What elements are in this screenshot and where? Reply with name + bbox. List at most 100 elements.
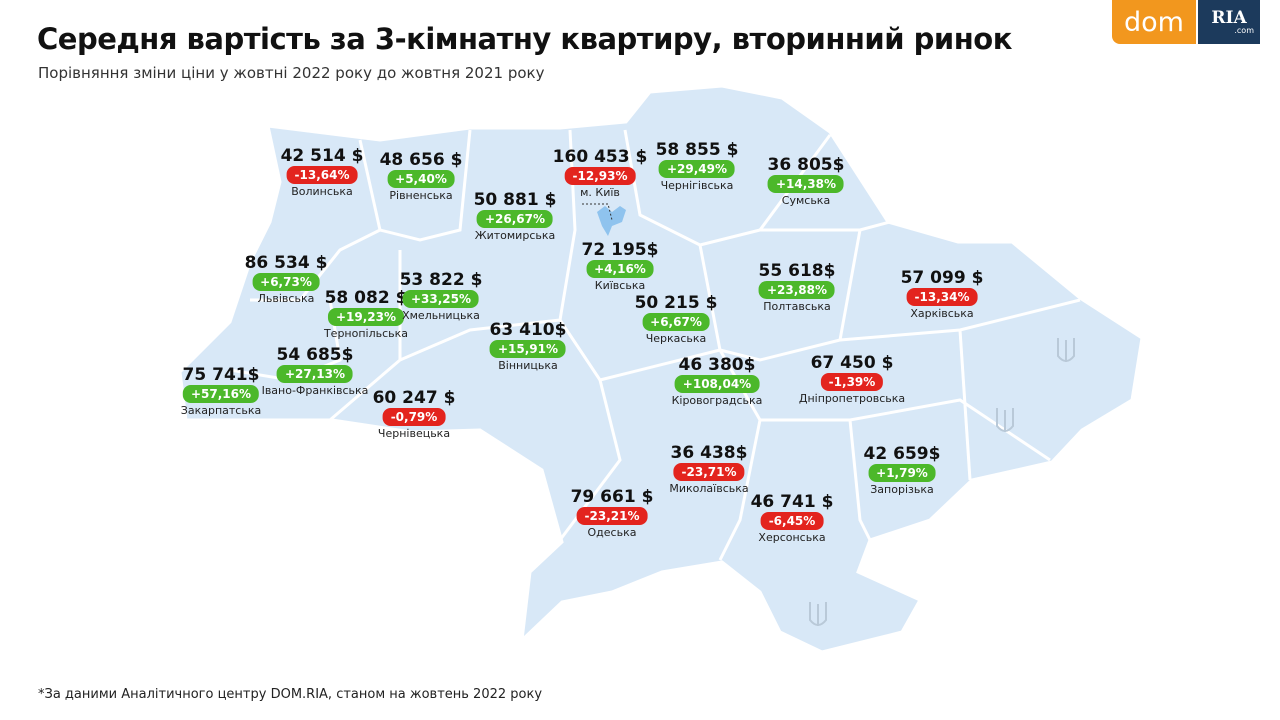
region-label: 50 881 $ +26,67% Житомирська bbox=[474, 190, 557, 243]
region-price: 75 741$ bbox=[182, 365, 260, 385]
region-change-badge: +14,38% bbox=[767, 175, 845, 193]
region-label: 36 438$ -23,71% Миколаївська bbox=[669, 443, 748, 496]
page-title: Середня вартість за 3-кімнатну квартиру,… bbox=[37, 22, 1012, 56]
region-name: Чернігівська bbox=[660, 179, 734, 192]
region-price: 63 410$ bbox=[489, 320, 567, 340]
trident-icon bbox=[809, 338, 1075, 626]
region-label: 46 741 $ -6,45% Херсонська bbox=[751, 492, 834, 545]
region-name: Черкаська bbox=[645, 332, 707, 345]
region-change-badge: +4,16% bbox=[586, 260, 654, 278]
region-change-badge: -6,45% bbox=[760, 512, 824, 530]
region-label: 86 534 $ +6,73% Львівська bbox=[245, 253, 328, 306]
region-change-badge: +108,04% bbox=[674, 375, 760, 393]
region-name: Запорізька bbox=[870, 483, 934, 496]
region-price: 86 534 $ bbox=[244, 253, 328, 273]
region-price: 42 659$ bbox=[863, 444, 941, 464]
region-price: 48 656 $ bbox=[379, 150, 463, 170]
region-price: 50 881 $ bbox=[473, 190, 557, 210]
region-price: 60 247 $ bbox=[372, 388, 456, 408]
region-label: 53 822 $ +33,25% Хмельницька bbox=[400, 270, 483, 323]
region-label: 160 453 $ -12,93% м. Київ bbox=[553, 147, 648, 200]
kyiv-leader-line bbox=[582, 203, 613, 221]
region-label: 79 661 $ -23,21% Одеська bbox=[571, 487, 654, 540]
region-price: 46 741 $ bbox=[750, 492, 834, 512]
region-change-badge: -12,93% bbox=[564, 167, 636, 185]
region-label: 42 514 $ -13,64% Волинська bbox=[281, 146, 364, 199]
region-price: 42 514 $ bbox=[280, 146, 364, 166]
region-change-badge: +33,25% bbox=[402, 290, 480, 308]
page-subtitle: Порівняння зміни ціни у жовтні 2022 року… bbox=[38, 64, 545, 82]
region-name: Івано-Франківська bbox=[261, 384, 369, 397]
region-price: 54 685$ bbox=[276, 345, 354, 365]
region-change-badge: +29,49% bbox=[658, 160, 736, 178]
region-change-badge: -13,64% bbox=[286, 166, 358, 184]
region-price: 57 099 $ bbox=[900, 268, 984, 288]
logo-ria-text: RIA bbox=[1211, 7, 1247, 28]
region-change-badge: +5,40% bbox=[387, 170, 455, 188]
footnote: *За даними Аналітичного центру DOM.RIA, … bbox=[38, 687, 543, 702]
region-label: 63 410$ +15,91% Вінницька bbox=[490, 320, 567, 373]
region-name: Одеська bbox=[587, 526, 637, 539]
region-price: 55 618$ bbox=[758, 261, 836, 281]
logo-dom: dom bbox=[1112, 0, 1196, 44]
region-name: Херсонська bbox=[758, 531, 826, 544]
region-label: 55 618$ +23,88% Полтавська bbox=[759, 261, 836, 314]
region-label: 46 380$ +108,04% Кіровоградська bbox=[672, 355, 763, 408]
region-price: 50 215 $ bbox=[634, 293, 718, 313]
region-name: Закарпатська bbox=[180, 404, 262, 417]
region-name: Дніпропетровська bbox=[798, 392, 906, 405]
region-change-badge: +23,88% bbox=[758, 281, 836, 299]
region-label: 67 450 $ -1,39% Дніпропетровська bbox=[799, 353, 905, 406]
region-price: 36 438$ bbox=[670, 443, 748, 463]
region-name: Львівська bbox=[257, 292, 315, 305]
region-change-badge: +26,67% bbox=[476, 210, 554, 228]
region-label: 42 659$ +1,79% Запорізька bbox=[864, 444, 941, 497]
region-name: Тернопільська bbox=[323, 327, 409, 340]
region-price: 53 822 $ bbox=[399, 270, 483, 290]
region-name: Вінницька bbox=[498, 359, 558, 372]
logo-domain-text: .com bbox=[1234, 25, 1254, 35]
domria-logo: dom RIA .com bbox=[1112, 0, 1260, 44]
region-name: Житомирська bbox=[474, 229, 556, 242]
region-name: Київська bbox=[594, 279, 646, 292]
region-price: 160 453 $ bbox=[552, 147, 648, 167]
region-label: 50 215 $ +6,67% Черкаська bbox=[635, 293, 718, 346]
kyiv-city-shape bbox=[597, 206, 626, 236]
region-name: Кіровоградська bbox=[671, 394, 763, 407]
region-name: Полтавська bbox=[763, 300, 831, 313]
region-name: м. Київ bbox=[580, 186, 620, 199]
region-label: 72 195$ +4,16% Київська bbox=[582, 240, 659, 293]
region-label: 60 247 $ -0,79% Чернівецька bbox=[373, 388, 456, 441]
region-label: 58 082 $ +19,23% Тернопільська bbox=[324, 288, 408, 341]
region-change-badge: -1,39% bbox=[820, 373, 884, 391]
region-label: 36 805$ +14,38% Сумська bbox=[768, 155, 845, 208]
region-change-badge: +1,79% bbox=[868, 464, 936, 482]
region-change-badge: +57,16% bbox=[182, 385, 260, 403]
region-price: 67 450 $ bbox=[810, 353, 894, 373]
region-label: 75 741$ +57,16% Закарпатська bbox=[181, 365, 261, 418]
region-change-badge: +27,13% bbox=[276, 365, 354, 383]
region-price: 58 082 $ bbox=[324, 288, 408, 308]
region-label: 58 855 $ +29,49% Чернігівська bbox=[656, 140, 739, 193]
logo-ria: RIA .com bbox=[1198, 0, 1260, 44]
region-price: 36 805$ bbox=[767, 155, 845, 175]
region-change-badge: +19,23% bbox=[327, 308, 405, 326]
region-change-badge: -23,21% bbox=[576, 507, 648, 525]
region-name: Волинська bbox=[291, 185, 353, 198]
region-label: 57 099 $ -13,34% Харківська bbox=[901, 268, 984, 321]
region-price: 72 195$ bbox=[581, 240, 659, 260]
region-change-badge: -0,79% bbox=[382, 408, 446, 426]
map-outline bbox=[178, 84, 1144, 654]
region-label: 48 656 $ +5,40% Рівненська bbox=[380, 150, 463, 203]
region-price: 58 855 $ bbox=[655, 140, 739, 160]
region-name: Чернівецька bbox=[377, 427, 451, 440]
region-name: Рівненська bbox=[389, 189, 453, 202]
region-change-badge: +6,73% bbox=[252, 273, 320, 291]
region-price: 46 380$ bbox=[678, 355, 756, 375]
region-change-badge: +15,91% bbox=[489, 340, 567, 358]
region-change-badge: -23,71% bbox=[673, 463, 745, 481]
region-label: 54 685$ +27,13% Івано-Франківська bbox=[262, 345, 369, 398]
region-change-badge: -13,34% bbox=[906, 288, 978, 306]
